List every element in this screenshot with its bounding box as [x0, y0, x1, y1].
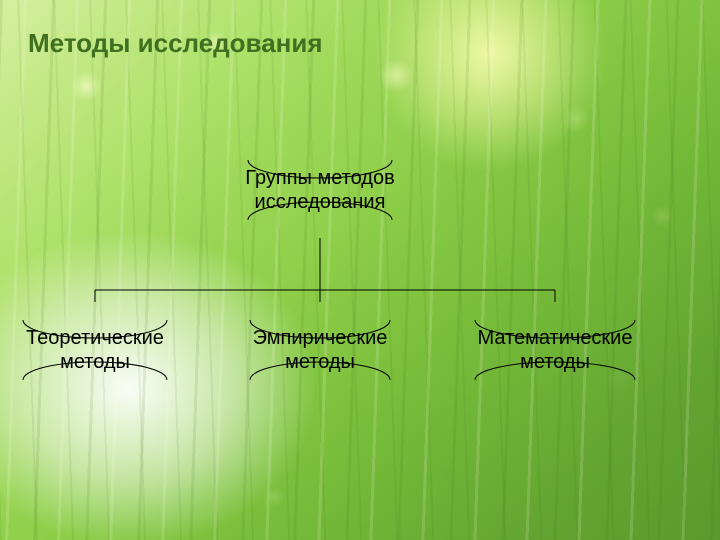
tree-node-label: Эмпирическиеметоды [235, 326, 405, 374]
tree-node-label: Теоретическиеметоды [5, 326, 185, 374]
tree-node-label: Группы методовисследования [235, 166, 405, 214]
methods-tree-diagram [0, 0, 720, 540]
tree-node-label: Математическиеметоды [460, 326, 650, 374]
